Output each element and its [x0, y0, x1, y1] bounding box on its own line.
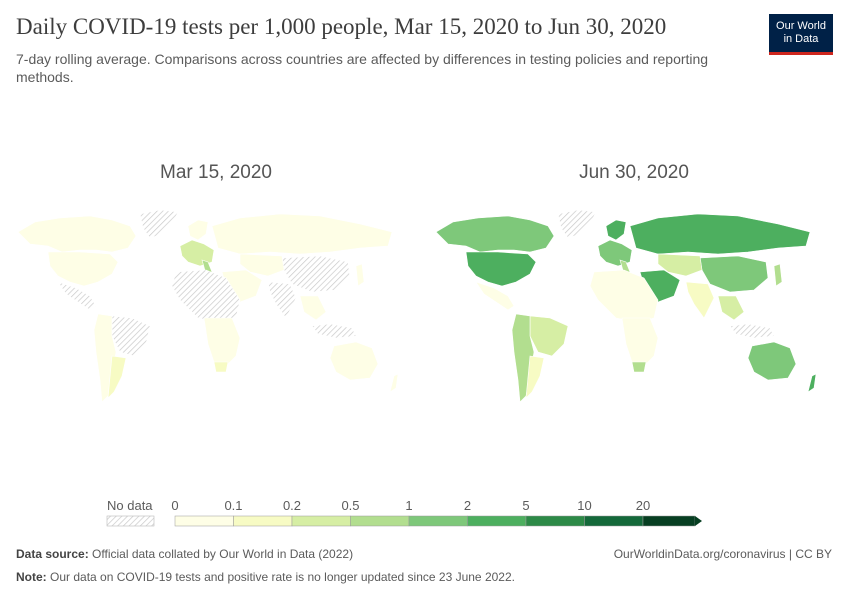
- legend-bin-6[interactable]: [525, 515, 585, 527]
- india[interactable]: [685, 281, 715, 319]
- left-map-date: Mar 15, 2020: [160, 162, 272, 183]
- western-europe[interactable]: [597, 239, 633, 267]
- south-africa[interactable]: [213, 361, 229, 373]
- southeast-asia[interactable]: [717, 295, 745, 321]
- world-maps: [17, 209, 817, 403]
- footer-note: Note: Our data on COVID-19 tests and pos…: [16, 570, 515, 584]
- legend-tick-7: 10: [577, 498, 591, 513]
- source-label: Data source:: [16, 547, 89, 561]
- source-text: Official data collated by Our World in D…: [92, 547, 354, 561]
- map-jun-30-2020: [435, 209, 817, 403]
- mexico[interactable]: [57, 281, 97, 311]
- italy[interactable]: [619, 259, 631, 275]
- argentina[interactable]: [525, 355, 545, 399]
- legend-bin-8[interactable]: [642, 515, 696, 527]
- china[interactable]: [281, 255, 351, 293]
- legend-bin-5[interactable]: [467, 515, 527, 527]
- brazil[interactable]: [529, 315, 569, 357]
- africa-central[interactable]: [203, 317, 241, 367]
- legend-tick-2: 0.2: [283, 498, 301, 513]
- logo-line-1: Our World: [776, 20, 826, 32]
- legend-tick-8: 20: [636, 498, 650, 513]
- legend-no-data-label: No data: [107, 498, 153, 513]
- new-zealand[interactable]: [807, 373, 817, 393]
- south-africa[interactable]: [631, 361, 647, 373]
- legend-tick-1: 0.1: [224, 498, 242, 513]
- legend-bin-7[interactable]: [584, 515, 644, 527]
- russia[interactable]: [629, 213, 811, 255]
- note-label: Note:: [16, 570, 47, 584]
- legend-tick-5: 2: [464, 498, 471, 513]
- greenland[interactable]: [139, 209, 179, 239]
- legend-ticks: 0 0.1 0.2 0.5 1 2 5 10 20: [171, 498, 650, 513]
- right-map-date: Jun 30, 2020: [579, 162, 689, 183]
- southeast-asia[interactable]: [299, 295, 327, 321]
- note-text: Our data on COVID-19 tests and positive …: [50, 570, 515, 584]
- usa[interactable]: [47, 251, 119, 287]
- footer-source: Data source: Official data collated by O…: [16, 547, 353, 561]
- usa[interactable]: [465, 251, 537, 287]
- legend-tick-4: 1: [405, 498, 412, 513]
- owid-logo[interactable]: Our World in Data: [769, 14, 833, 55]
- new-zealand[interactable]: [389, 373, 399, 393]
- legend-bin-3[interactable]: [350, 515, 410, 527]
- legend-bin-1[interactable]: [233, 515, 293, 527]
- central-asia[interactable]: [239, 253, 285, 277]
- japan[interactable]: [773, 263, 783, 287]
- russia[interactable]: [211, 213, 393, 255]
- brazil[interactable]: [111, 315, 151, 357]
- legend-bin-0[interactable]: [174, 515, 234, 527]
- legend-bin-2[interactable]: [291, 515, 351, 527]
- legend-bin-4[interactable]: [408, 515, 468, 527]
- scandinavia[interactable]: [605, 219, 627, 241]
- central-asia[interactable]: [657, 253, 703, 277]
- italy[interactable]: [201, 259, 213, 275]
- canada[interactable]: [17, 215, 137, 253]
- india[interactable]: [267, 281, 297, 319]
- australia[interactable]: [747, 341, 797, 381]
- scandinavia[interactable]: [187, 219, 209, 241]
- indonesia[interactable]: [729, 323, 775, 339]
- argentina[interactable]: [107, 355, 127, 399]
- australia[interactable]: [329, 341, 379, 381]
- logo-line-2: in Data: [783, 33, 819, 45]
- china[interactable]: [699, 255, 769, 293]
- map-mar-15-2020: [17, 209, 399, 403]
- western-europe[interactable]: [179, 239, 215, 267]
- legend-bins: [174, 515, 702, 527]
- africa-central[interactable]: [621, 317, 659, 367]
- japan[interactable]: [355, 263, 365, 287]
- indonesia[interactable]: [311, 323, 357, 339]
- greenland[interactable]: [557, 209, 597, 239]
- chart-subtitle: 7-day rolling average. Comparisons acros…: [16, 51, 709, 85]
- legend-tick-3: 0.5: [341, 498, 359, 513]
- legend-no-data-swatch[interactable]: [106, 515, 155, 527]
- footer-url[interactable]: OurWorldinData.org/coronavirus | CC BY: [613, 547, 832, 561]
- legend-tick-0: 0: [171, 498, 178, 513]
- color-legend: No data 0 0.1 0.2 0.5 1 2 5 10 20: [106, 498, 702, 527]
- canada[interactable]: [435, 215, 555, 253]
- legend-tick-6: 5: [522, 498, 529, 513]
- mexico[interactable]: [475, 281, 515, 311]
- chart-title: Daily COVID-19 tests per 1,000 people, M…: [16, 14, 667, 39]
- legend-arrow: [695, 516, 702, 526]
